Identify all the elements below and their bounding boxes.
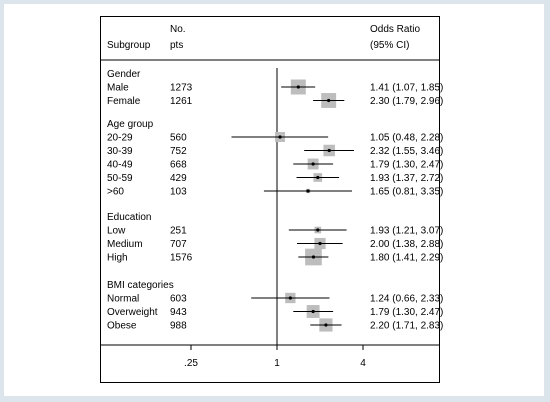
point-estimate — [324, 323, 328, 327]
row-label: >60 — [107, 187, 124, 198]
row-pts: 1576 — [170, 253, 193, 264]
row-label: 50-59 — [107, 173, 133, 184]
point-estimate — [278, 135, 282, 139]
row-pts: 603 — [170, 294, 187, 305]
row-label: Obese — [107, 321, 137, 332]
row-label: Overweight — [107, 307, 158, 318]
row-pts: 943 — [170, 307, 187, 318]
row-label: 40-49 — [107, 160, 133, 171]
row-or-text: 2.00 (1.38, 2.88) — [370, 239, 443, 250]
row-pts: 988 — [170, 321, 187, 332]
row-label: 30-39 — [107, 146, 133, 157]
x-tick-label: 1 — [274, 358, 280, 369]
x-tick-label: 4 — [360, 358, 366, 369]
row-or-text: 1.24 (0.66, 2.33) — [370, 294, 443, 305]
row-pts: 752 — [170, 146, 187, 157]
row-or-text: 1.93 (1.37, 2.72) — [370, 173, 443, 184]
row-or-text: 1.93 (1.21, 3.07) — [370, 226, 443, 237]
row-or-text: 1.80 (1.41, 2.29) — [370, 253, 443, 264]
point-estimate — [306, 189, 310, 193]
point-estimate — [327, 148, 331, 153]
point-estimate — [311, 162, 315, 166]
row-or-text: 1.79 (1.30, 2.47) — [370, 307, 443, 318]
row-pts: 429 — [170, 173, 187, 184]
header-subgroup: Subgroup — [107, 40, 151, 51]
row-label: 20-29 — [107, 133, 133, 144]
row-label: Female — [107, 96, 141, 107]
forest-plot: Subgroup No. pts Odds Ratio (95% CI) Gender Ma… — [100, 24, 443, 369]
point-estimate — [327, 98, 331, 103]
row-pts: 1273 — [170, 83, 193, 94]
point-estimate — [316, 175, 320, 180]
row-label: Normal — [107, 294, 139, 305]
group-label: Education — [107, 212, 151, 223]
row-or-text: 1.79 (1.30, 2.47) — [370, 160, 443, 171]
plot-frame — [100, 16, 440, 383]
point-estimate — [311, 309, 315, 314]
row-label: Low — [107, 226, 126, 237]
row-or-text: 1.05 (0.48, 2.28) — [370, 133, 443, 144]
row-label: Male — [107, 83, 129, 94]
group-label: Age group — [107, 119, 154, 130]
row-or-text: 2.20 (1.71, 2.83) — [370, 321, 443, 332]
row-pts: 668 — [170, 160, 187, 171]
row-or-text: 1.41 (1.07, 1.85) — [370, 83, 443, 94]
group-label: Gender — [107, 69, 141, 80]
chart-background: Subgroup No. pts Odds Ratio (95% CI) Gender Ma… — [4, 4, 544, 396]
header-pts-line2: pts — [170, 40, 183, 51]
row-pts: 251 — [170, 226, 187, 237]
row-pts: 560 — [170, 133, 187, 144]
row-pts: 1261 — [170, 96, 193, 107]
row-pts: 103 — [170, 187, 187, 198]
point-estimate — [316, 228, 320, 232]
point-estimate — [311, 255, 316, 259]
x-tick-label: .25 — [184, 358, 198, 369]
point-estimate — [296, 85, 300, 89]
header-or-line1: Odds Ratio — [370, 24, 420, 35]
row-label: Medium — [107, 239, 143, 250]
row-or-text: 2.32 (1.55, 3.46) — [370, 146, 443, 157]
header-or-line2: (95% CI) — [370, 40, 409, 51]
row-label: High — [107, 253, 128, 264]
point-estimate — [288, 296, 292, 300]
row-pts: 707 — [170, 239, 187, 250]
row-or-text: 1.65 (0.81, 3.35) — [370, 187, 443, 198]
point-estimate — [318, 241, 322, 246]
header-pts-line1: No. — [170, 24, 186, 35]
row-or-text: 2.30 (1.79, 2.96) — [370, 96, 443, 107]
group-label: BMI categories — [107, 280, 174, 291]
